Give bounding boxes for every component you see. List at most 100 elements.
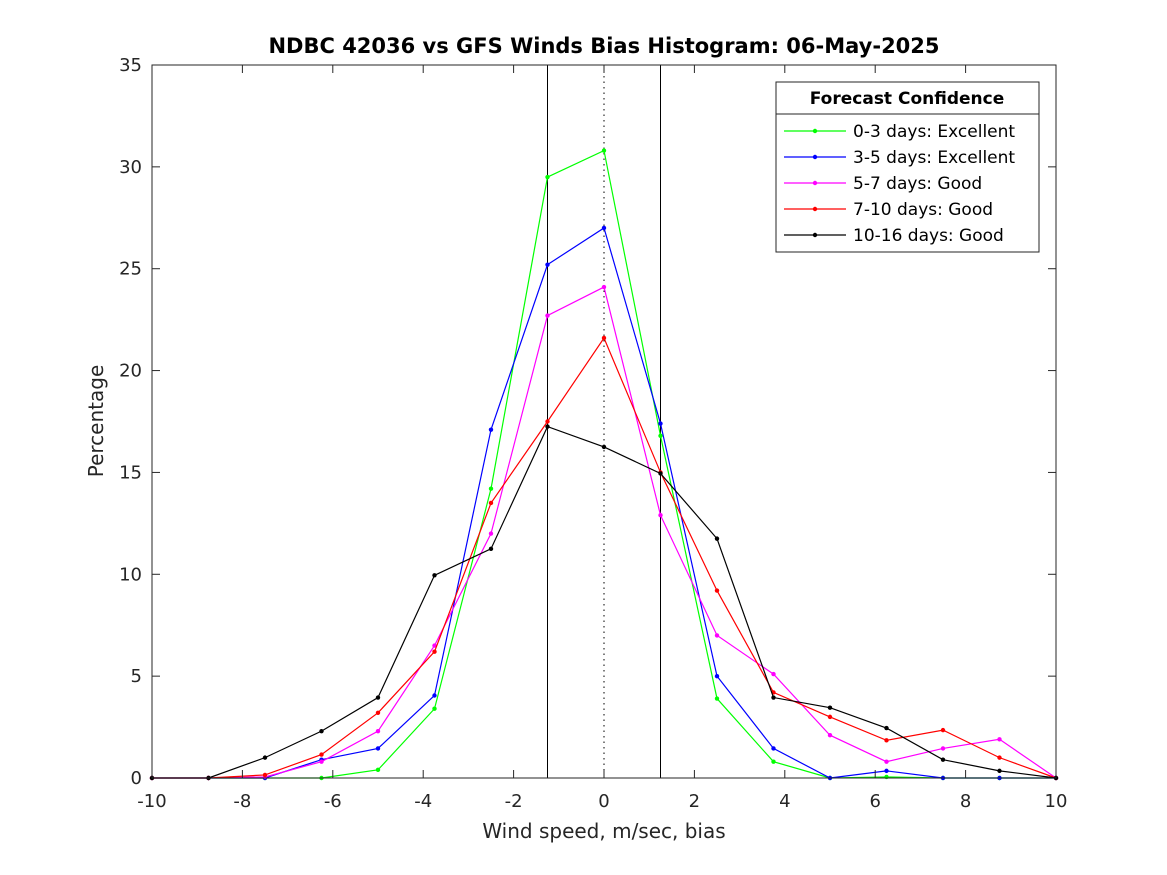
data-point-2-13 [884, 759, 889, 764]
x-tick-label-6: 2 [689, 791, 700, 812]
y-tick-label-7: 35 [119, 55, 142, 76]
data-point-0-5 [432, 706, 437, 711]
data-point-3-8 [601, 335, 607, 341]
data-point-2-6 [488, 531, 494, 536]
data-point-2-4 [375, 728, 381, 734]
x-tick-label-5: 0 [598, 791, 609, 812]
data-point-3-12 [827, 714, 833, 720]
data-point-4-14 [940, 757, 946, 762]
data-point-2-11 [771, 671, 776, 677]
data-point-0-13 [884, 774, 889, 780]
series-line-1 [152, 227, 1056, 779]
data-point-4-4 [375, 695, 381, 700]
legend-swatch-marker-3 [812, 206, 818, 212]
series-2 [149, 284, 1059, 781]
legend-entries: 0-3 days: Excellent 3-5 days: Excellent 5-… [784, 122, 1015, 246]
data-point-3-5 [432, 649, 437, 654]
data-point-3-10 [714, 588, 720, 593]
data-point-4-13 [884, 725, 889, 731]
data-point-3-13 [884, 738, 889, 743]
data-point-2-3 [319, 759, 324, 764]
data-point-4-6 [488, 546, 494, 552]
x-tick-label-3: -4 [414, 791, 432, 812]
legend-label-1: 3-5 days: Excellent [853, 148, 1015, 168]
y-tick-label-1: 5 [131, 666, 142, 687]
data-point-1-8 [601, 225, 607, 231]
legend-swatch-marker-4 [812, 232, 818, 238]
data-point-4-2 [262, 755, 268, 760]
data-point-2-9 [658, 513, 663, 518]
y-axis-label: Percentage [84, 365, 108, 478]
legend-label-3: 7-10 days: Good [853, 200, 993, 220]
y-tick-label-3: 15 [119, 462, 142, 483]
data-point-4-11 [771, 695, 776, 700]
data-point-0-10 [714, 696, 720, 701]
chart-title: NDBC 42036 vs GFS Winds Bias Histogram: … [268, 34, 939, 58]
data-point-2-14 [940, 746, 946, 751]
data-point-3-6 [488, 500, 494, 506]
y-tick-label-5: 25 [119, 259, 142, 280]
legend-entry-4: 10-16 days: Good [784, 226, 1004, 246]
series-4 [149, 424, 1059, 781]
data-point-2-15 [997, 737, 1002, 742]
reference-lines [547, 65, 661, 778]
data-point-1-6 [488, 427, 494, 432]
data-point-3-3 [319, 752, 324, 757]
legend-swatch-marker-0 [812, 128, 818, 134]
data-point-3-4 [375, 710, 381, 716]
series-3 [149, 335, 1059, 781]
data-point-4-5 [432, 573, 437, 578]
data-point-1-9 [658, 421, 663, 426]
data-point-1-4 [375, 746, 381, 751]
data-point-4-10 [714, 536, 720, 541]
data-point-3-7 [545, 419, 550, 424]
legend-label-4: 10-16 days: Good [853, 226, 1004, 246]
series-1 [149, 225, 1059, 781]
y-tick-label-4: 20 [119, 361, 142, 382]
legend-box [775, 81, 1040, 253]
data-point-0-6 [488, 486, 494, 491]
data-point-4-8 [601, 444, 607, 450]
data-point-2-12 [827, 733, 833, 738]
legend-entry-2: 5-7 days: Good [784, 174, 982, 194]
x-tick-label-2: -6 [324, 791, 342, 812]
legend-entry-0: 0-3 days: Excellent [784, 122, 1015, 142]
series-layer [149, 148, 1059, 781]
data-point-0-4 [375, 767, 381, 773]
data-point-1-5 [432, 693, 437, 698]
data-point-3-2 [262, 772, 268, 778]
x-tick-label-0: -10 [137, 791, 166, 812]
data-point-0-7 [545, 174, 550, 180]
x-tick-label-1: -8 [233, 791, 251, 812]
legend-title: Forecast Confidence [810, 89, 1005, 109]
y-tick-label-0: 0 [131, 768, 142, 789]
legend-entry-3: 7-10 days: Good [784, 200, 993, 220]
data-point-4-3 [319, 728, 324, 734]
x-tick-label-10: 10 [1045, 791, 1068, 812]
legend-swatch-marker-2 [812, 180, 818, 186]
data-point-2-10 [714, 633, 720, 638]
y-tick-label-2: 10 [119, 564, 142, 585]
legend-entry-1: 3-5 days: Excellent [784, 148, 1015, 168]
x-tick-label-4: -2 [505, 791, 523, 812]
x-tick-label-7: 4 [779, 791, 790, 812]
data-point-0-8 [601, 148, 607, 153]
data-point-0-9 [658, 433, 663, 438]
data-point-1-13 [884, 768, 889, 774]
series-line-3 [152, 336, 1057, 779]
data-point-0-11 [771, 759, 776, 764]
y-tick-label-6: 30 [119, 157, 142, 178]
data-point-1-11 [771, 746, 776, 751]
legend-label-0: 0-3 days: Excellent [853, 122, 1015, 142]
data-point-2-8 [601, 284, 607, 290]
data-point-2-7 [545, 313, 550, 318]
data-point-4-15 [997, 768, 1002, 774]
data-point-3-14 [940, 727, 946, 733]
data-point-3-15 [997, 755, 1002, 760]
axis-ticks: -10 -8 -6 -4 -2 0 2 4 6 8 10 0 5 10 15 20 25 30 35 [119, 55, 1067, 812]
data-point-4-9 [658, 471, 663, 476]
legend-swatch-marker-1 [812, 154, 818, 160]
data-point-1-10 [714, 673, 720, 679]
data-point-4-7 [545, 424, 550, 429]
